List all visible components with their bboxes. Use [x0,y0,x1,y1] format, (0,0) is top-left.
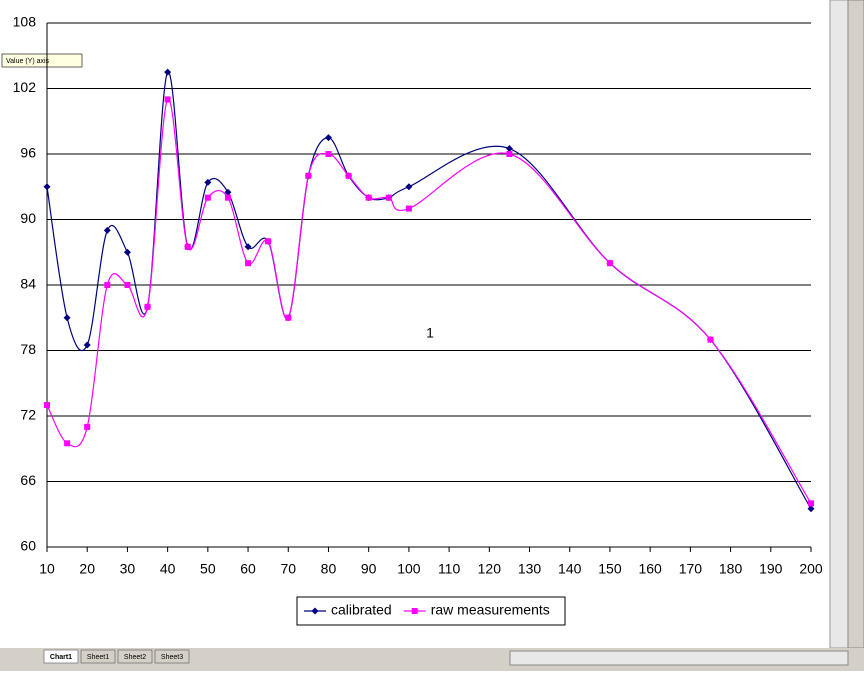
x-tick-label: 60 [240,561,256,577]
sheet-tab[interactable]: Chart1 [43,649,79,664]
point [64,440,71,447]
x-tick-label: 40 [160,561,176,577]
point [164,96,171,103]
point [405,183,413,191]
x-tick-label: 130 [518,561,542,577]
point [506,151,513,157]
x-tick-label: 150 [598,561,622,577]
point [305,172,312,179]
x-tick-label: 80 [321,561,337,577]
point [83,341,91,349]
point [204,194,211,201]
legend-label: raw measurements [431,602,550,618]
tab-label: Chart1 [50,654,72,661]
point [63,314,71,322]
tab-shape [117,649,153,664]
x-tick-label: 10 [39,561,55,577]
tab-label: Sheet1 [87,654,109,661]
point [808,500,814,507]
point [104,282,111,288]
x-tick-label: 160 [638,561,662,577]
point [707,336,714,343]
sheet-tab[interactable]: Sheet2 [117,649,153,664]
sheet-edge [829,0,849,649]
point [224,188,232,196]
legend-box [296,596,566,626]
x-tick-label: 110 [438,561,461,577]
point [405,205,412,212]
y-tick-label: 60 [20,538,36,554]
tab-label: Sheet3 [161,654,183,661]
y-tick-label: 96 [20,145,36,161]
vertical-scrollbar[interactable] [847,0,864,649]
tab-shape [80,649,116,664]
point [44,402,50,409]
annotation: 1 [426,325,434,341]
tooltip-box [1,53,83,68]
point [245,260,252,267]
tab-label: Sheet2 [124,654,146,661]
y-tick-label: 102 [13,79,37,95]
y-tick-label: 108 [13,14,37,30]
point [265,238,272,245]
y-tick-label: 90 [20,210,36,226]
x-tick-label: 120 [478,561,502,577]
tab-shape [154,649,190,664]
point [807,505,815,513]
x-tick-label: 20 [79,561,95,577]
legend-marker [311,607,319,615]
x-tick-label: 180 [719,561,743,577]
x-tick-label: 30 [120,561,136,577]
point [244,243,252,251]
point [204,178,212,186]
point [144,303,151,310]
point [164,68,172,76]
y-tick-label: 84 [20,276,36,292]
point [285,314,292,321]
x-tick-label: 190 [759,561,783,577]
sheet-tabs: Chart1 Sheet1 Sheet2 Sheet3 [43,649,190,664]
x-tick-label: 70 [280,561,296,577]
point [84,423,91,430]
point [385,194,392,201]
x-tick-label: 100 [397,561,421,577]
point [325,151,332,157]
y-tick-label: 78 [20,341,36,357]
point [103,226,111,234]
tab-shape [43,649,79,664]
sheet-tab[interactable]: Sheet1 [80,649,116,664]
x-tick-label: 140 [558,561,582,577]
x-tick-label: 90 [361,561,377,577]
point [324,134,332,142]
tooltip: Value (Y) axis [6,58,50,65]
point [505,145,513,153]
y-tick-label: 72 [20,407,36,423]
sheet-tab[interactable]: Sheet3 [154,649,190,664]
y-tick-label: 66 [20,472,36,488]
point [365,194,372,201]
point [345,172,352,179]
x-tick-label: 50 [200,561,216,577]
point [606,260,613,267]
legend-label: calibrated [331,602,392,618]
legend-marker [411,608,418,614]
point [123,248,131,256]
point [184,243,191,250]
point [43,183,51,191]
point [124,282,131,288]
x-tick-label: 200 [799,561,823,577]
horizontal-scrollbar[interactable] [509,650,849,666]
point [224,194,231,201]
x-tick-label: 170 [679,561,703,577]
